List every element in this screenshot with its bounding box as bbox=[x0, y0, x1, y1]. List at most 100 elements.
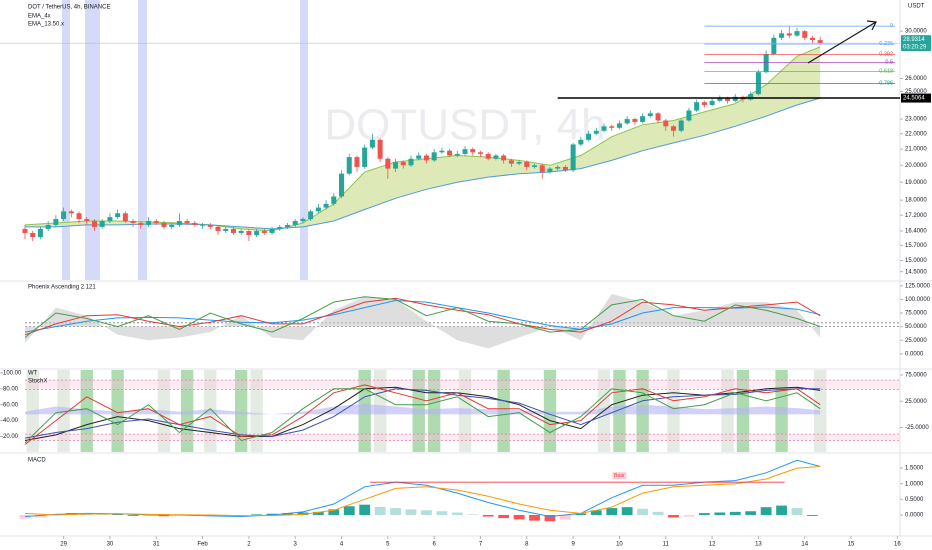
histogram-bar bbox=[529, 514, 540, 521]
candle-body bbox=[246, 230, 252, 236]
candle-body bbox=[647, 113, 653, 117]
watermark: DOTUSDT, 4h bbox=[324, 101, 605, 150]
candle-body bbox=[686, 110, 692, 121]
x-tick-label: 14 bbox=[801, 542, 808, 548]
y-tick-label: 100.00 bbox=[3, 371, 22, 377]
histogram-bar bbox=[19, 514, 31, 519]
line bbox=[24, 388, 821, 444]
candle-body bbox=[771, 37, 777, 54]
x-tick-label: Feb bbox=[197, 542, 208, 548]
candle-body bbox=[670, 126, 677, 131]
histogram-bar bbox=[668, 514, 679, 518]
candle-body bbox=[485, 153, 491, 159]
candle-body bbox=[416, 155, 422, 159]
candle-body bbox=[37, 228, 43, 238]
line bbox=[24, 297, 821, 336]
candle-body bbox=[230, 228, 236, 233]
candle-body bbox=[586, 133, 592, 140]
x-tick-label: 10 bbox=[616, 542, 623, 548]
line bbox=[25, 97, 821, 230]
y-tick-label: 19.0000 bbox=[905, 180, 927, 186]
highlight bbox=[138, 0, 147, 280]
candle-body bbox=[192, 222, 198, 225]
highlight bbox=[85, 0, 100, 280]
candle-body bbox=[238, 230, 244, 233]
y-tick-label: 100.0000 bbox=[905, 297, 931, 303]
y-tick-label: 20.00 bbox=[3, 434, 19, 440]
candle-body bbox=[161, 222, 167, 227]
y-tick-label: 40.00 bbox=[3, 418, 19, 424]
candle-body bbox=[755, 72, 761, 95]
line bbox=[24, 386, 821, 441]
y-tick-label: -25.0000 bbox=[905, 425, 929, 431]
candle-body bbox=[717, 98, 723, 101]
candle-body bbox=[516, 161, 522, 164]
histogram-bar bbox=[328, 509, 340, 515]
candle-body bbox=[601, 126, 607, 131]
fib-label: 0 bbox=[890, 23, 893, 29]
histogram-bar bbox=[467, 514, 479, 515]
line bbox=[24, 466, 821, 517]
annotation-label: Bear bbox=[614, 473, 625, 479]
candle-body bbox=[323, 203, 329, 208]
x-tick-label: 2 bbox=[247, 542, 251, 548]
candle-body bbox=[377, 139, 383, 159]
x-tick-label: 13 bbox=[755, 542, 762, 548]
candle-body bbox=[809, 37, 815, 41]
histogram-bar bbox=[343, 506, 355, 515]
candle-body bbox=[462, 149, 468, 154]
candle-body bbox=[763, 53, 769, 73]
candle-body bbox=[400, 161, 406, 166]
signal-band bbox=[234, 370, 248, 452]
y-tick-label: 1.0000 bbox=[905, 481, 924, 487]
histogram-bar bbox=[421, 510, 432, 515]
candle-body bbox=[339, 173, 345, 197]
marks: 30.000026.000025.000023.000022.000021.00… bbox=[0, 23, 931, 548]
candle-body bbox=[817, 40, 823, 44]
candle-body bbox=[146, 221, 152, 225]
candle-body bbox=[107, 217, 113, 222]
candle-body bbox=[547, 168, 553, 172]
y-tick-label: 18.0000 bbox=[905, 198, 927, 204]
histogram-bar bbox=[35, 514, 46, 518]
candle-body bbox=[215, 226, 221, 231]
histogram-bar bbox=[575, 513, 587, 515]
highlight bbox=[62, 0, 70, 280]
axis-label: USDT bbox=[908, 4, 925, 10]
candle-body bbox=[269, 228, 275, 233]
candle-body bbox=[22, 228, 28, 233]
annotation-box bbox=[612, 472, 627, 480]
y-tick-label: 25.0000 bbox=[905, 399, 927, 405]
fib-label: 0.382 bbox=[879, 51, 893, 57]
candle-body bbox=[532, 165, 538, 167]
candle-body bbox=[91, 221, 97, 227]
candle-body bbox=[493, 155, 499, 159]
y-tick-label: 17.2000 bbox=[905, 213, 927, 219]
candle-body bbox=[184, 221, 190, 223]
candle-body bbox=[354, 157, 360, 167]
candle-body bbox=[292, 221, 298, 225]
histogram-bar bbox=[621, 507, 633, 515]
candle-body bbox=[779, 33, 785, 38]
x-tick-label: 4 bbox=[340, 542, 344, 548]
histogram-bar bbox=[127, 514, 139, 516]
pane-title: MACD bbox=[28, 458, 46, 464]
candle-body bbox=[115, 213, 121, 218]
candle-body bbox=[68, 211, 74, 214]
y-tick-label: 25.0000 bbox=[905, 89, 927, 95]
x-tick-label: 30 bbox=[107, 542, 114, 548]
histogram-bar bbox=[390, 508, 401, 515]
candle-body bbox=[130, 221, 136, 223]
y-tick-label: 21.0000 bbox=[905, 147, 927, 153]
candle-body bbox=[300, 219, 306, 222]
y-tick-label: 0.0000 bbox=[905, 351, 924, 357]
histogram-bar bbox=[96, 514, 108, 515]
y-tick-label: 15.0000 bbox=[905, 258, 927, 264]
y-tick-label: 15.7000 bbox=[905, 243, 927, 249]
histogram-bar bbox=[590, 510, 602, 515]
histogram-bar bbox=[359, 504, 371, 515]
candle-body bbox=[200, 224, 206, 226]
x-tick-label: 16 bbox=[894, 542, 901, 548]
y-tick-label: 14.5000 bbox=[905, 269, 927, 275]
line bbox=[24, 388, 821, 439]
